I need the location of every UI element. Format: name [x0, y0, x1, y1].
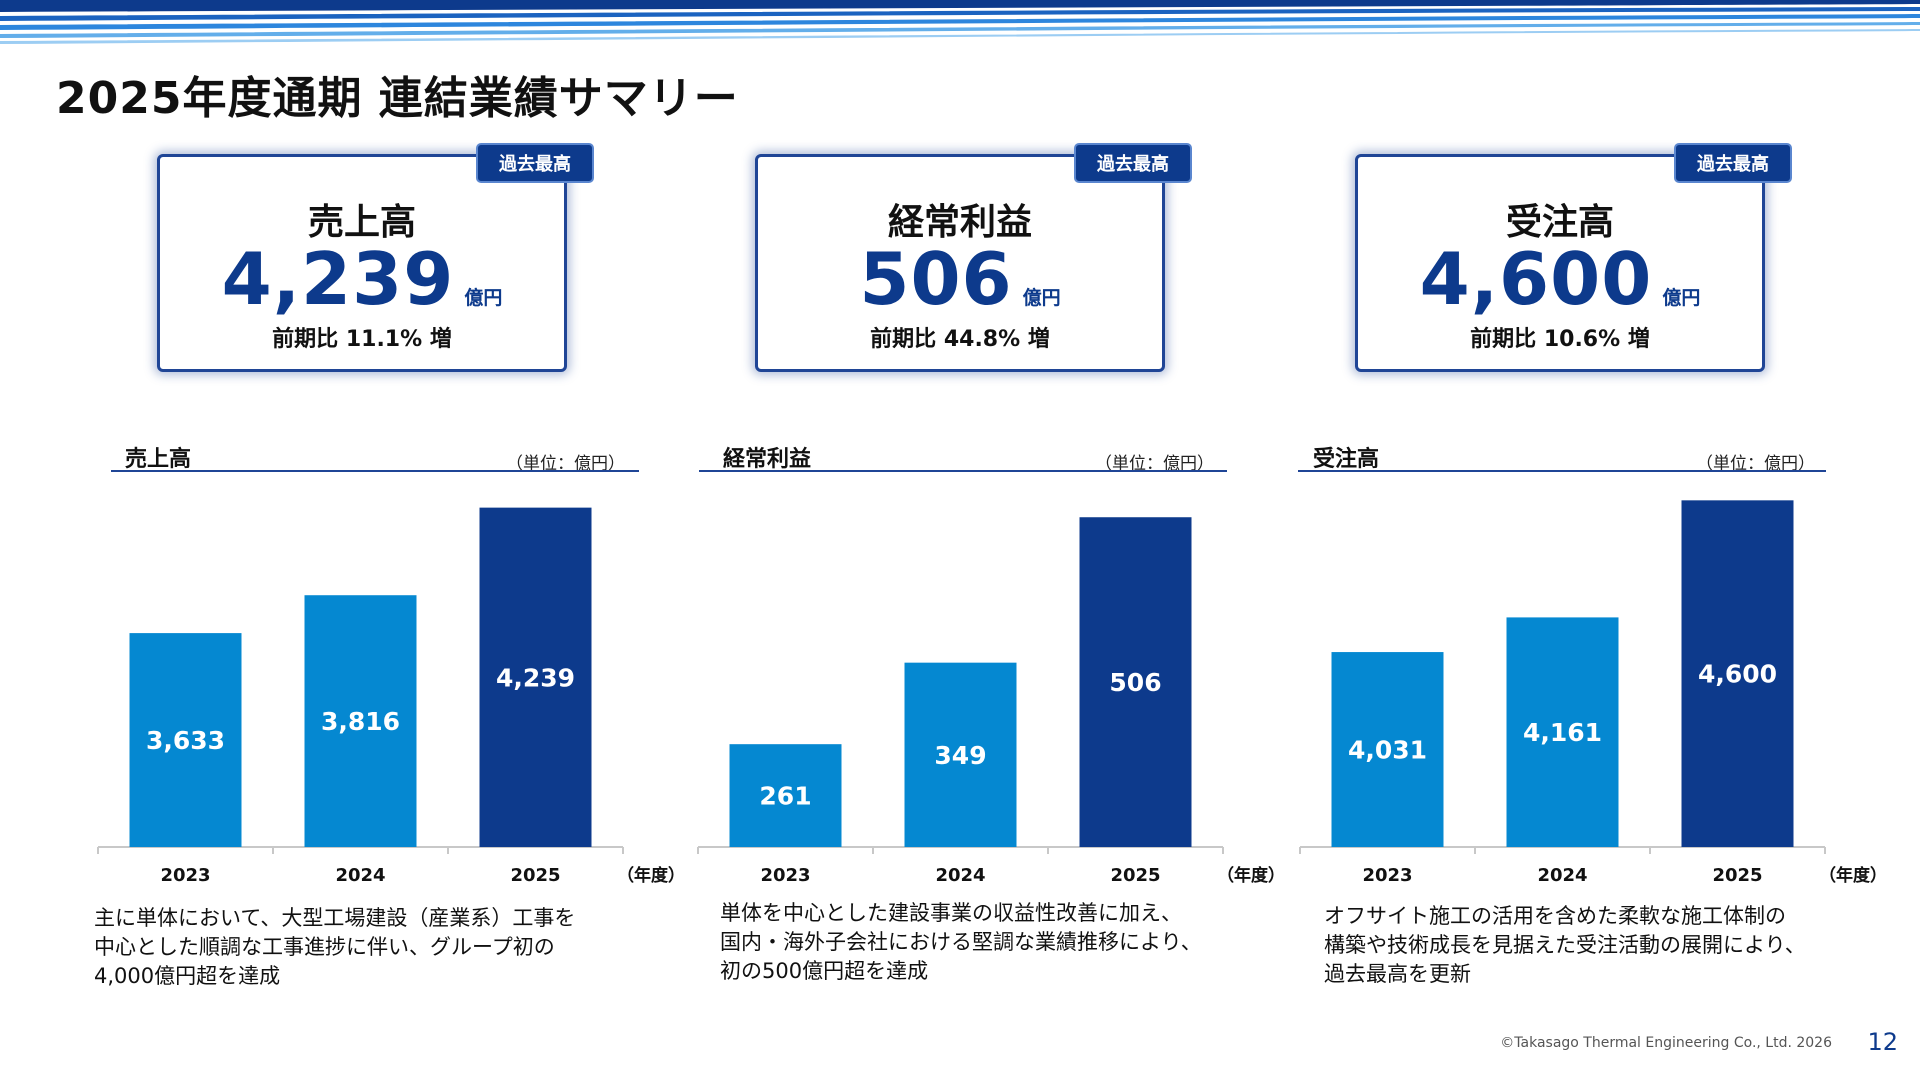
x-tick-label: 2025	[510, 865, 560, 886]
kpi-growth: 前期比 11.1% 増	[272, 327, 452, 352]
description-line: 構築や技術成長を見据えた受注活動の展開により、	[1324, 933, 1806, 957]
chart-unit-label: （単位：億円）	[1095, 454, 1214, 474]
record-high-badge: 過去最高	[1074, 143, 1192, 183]
kpi-value: 4,600	[1419, 237, 1653, 321]
bar-value-label: 4,161	[1523, 718, 1602, 747]
page-number: 12	[1867, 1028, 1898, 1056]
x-tick-label: 2024	[935, 865, 985, 886]
bar-2025	[1681, 500, 1794, 847]
description-sales: 主に単体において、大型工場建設（産業系）工事を 中心とした順調な工事進捗に伴い、…	[94, 904, 654, 991]
x-tick-label: 2023	[760, 865, 810, 886]
bar-value-label: 3,633	[146, 726, 225, 755]
bar-2024	[304, 595, 417, 847]
bar-value-label: 506	[1109, 668, 1161, 697]
description-line: 主に単体において、大型工場建設（産業系）工事を	[94, 906, 576, 930]
description-orders: オフサイト施工の活用を含めた柔軟な施工体制の 構築や技術成長を見据えた受注活動の…	[1324, 902, 1884, 989]
x-axis-unit-label: （年度）	[1819, 865, 1887, 886]
page-title: 2025年度通期 連結業績サマリー	[56, 73, 739, 124]
kpi-card-ordinary-profit: 過去最高 経常利益 506 億円 前期比 44.8% 増	[755, 143, 1192, 372]
bar-value-label: 3,816	[321, 707, 400, 736]
bar-2025	[479, 507, 592, 847]
bar-value-label: 4,239	[496, 663, 575, 692]
x-tick-label: 2025	[1712, 865, 1762, 886]
record-high-badge: 過去最高	[1674, 143, 1792, 183]
x-axis-unit-label: （年度）	[617, 865, 685, 886]
chart-title-rule	[1298, 470, 1826, 472]
x-tick-label: 2024	[1537, 865, 1587, 886]
bar-2023	[729, 744, 842, 847]
kpi-value-row: 506 億円	[758, 237, 1162, 321]
x-tick-label: 2023	[160, 865, 210, 886]
bar-value-label: 4,600	[1698, 660, 1777, 689]
kpi-unit: 億円	[1022, 287, 1061, 309]
kpi-value-row: 4,239 億円	[160, 237, 564, 321]
kpi-card-sales: 過去最高 売上高 4,239 億円 前期比 11.1% 増	[157, 143, 594, 372]
kpi-label: 経常利益	[887, 202, 1032, 243]
bar-2025	[1079, 517, 1192, 847]
bar-2023	[1331, 652, 1444, 847]
record-high-badge: 過去最高	[476, 143, 594, 183]
bar-value-label: 261	[759, 782, 811, 811]
chart-title-rule	[111, 470, 639, 472]
chart-title-sales: 売上高	[125, 447, 192, 472]
description-line: 単体を中心とした建設事業の収益性改善に加え、	[720, 901, 1182, 925]
description-line: オフサイト施工の活用を含めた柔軟な施工体制の	[1324, 904, 1786, 928]
kpi-value: 4,239	[221, 237, 455, 321]
ordinary-profit-bar-chart: 261 2023 349 2024 506 2025 （年度）	[697, 517, 1285, 886]
chart-title-orders: 受注高	[1313, 447, 1380, 472]
chart-title-ordinary-profit: 経常利益	[723, 447, 812, 472]
description-line: 初の500億円超を達成	[720, 959, 929, 983]
sales-bar-chart: 3,633 2023 3,816 2024 4,239 2025 （年度）	[97, 507, 685, 886]
x-tick-label: 2023	[1362, 865, 1412, 886]
bar-2024	[1506, 617, 1619, 847]
bar-2023	[129, 633, 242, 847]
kpi-unit: 億円	[1662, 287, 1701, 309]
chart-unit-label: （単位：億円）	[506, 454, 625, 474]
header-stripes	[0, 0, 1920, 46]
kpi-growth: 前期比 10.6% 増	[1470, 327, 1650, 352]
chart-unit-label: （単位：億円）	[1696, 454, 1815, 474]
kpi-value: 506	[859, 237, 1013, 321]
orders-bar-chart: 4,031 2023 4,161 2024 4,600 2025 （年度）	[1299, 500, 1887, 886]
kpi-label: 売上高	[307, 202, 416, 243]
x-axis-unit-label: （年度）	[1217, 865, 1285, 886]
x-tick-label: 2025	[1110, 865, 1160, 886]
chart-title-rule	[699, 470, 1227, 472]
kpi-card-orders: 過去最高 受注高 4,600 億円 前期比 10.6% 増	[1355, 143, 1792, 372]
bar-value-label: 349	[934, 741, 986, 770]
bar-2024	[904, 662, 1017, 847]
kpi-label: 受注高	[1505, 202, 1614, 243]
kpi-unit: 億円	[464, 287, 503, 309]
description-ordinary-profit: 単体を中心とした建設事業の収益性改善に加え、 国内・海外子会社における堅調な業績…	[720, 899, 1280, 986]
description-line: 中心とした順調な工事進捗に伴い、グループ初の	[94, 935, 555, 959]
description-line: 過去最高を更新	[1324, 962, 1471, 986]
description-line: 4,000億円超を達成	[94, 964, 281, 988]
description-line: 国内・海外子会社における堅調な業績推移により、	[720, 930, 1202, 954]
copyright-notice: ©Takasago Thermal Engineering Co., Ltd. …	[1500, 1035, 1832, 1051]
bar-value-label: 4,031	[1348, 736, 1427, 765]
kpi-growth: 前期比 44.8% 増	[870, 327, 1050, 352]
x-tick-label: 2024	[335, 865, 385, 886]
kpi-value-row: 4,600 億円	[1358, 237, 1762, 321]
